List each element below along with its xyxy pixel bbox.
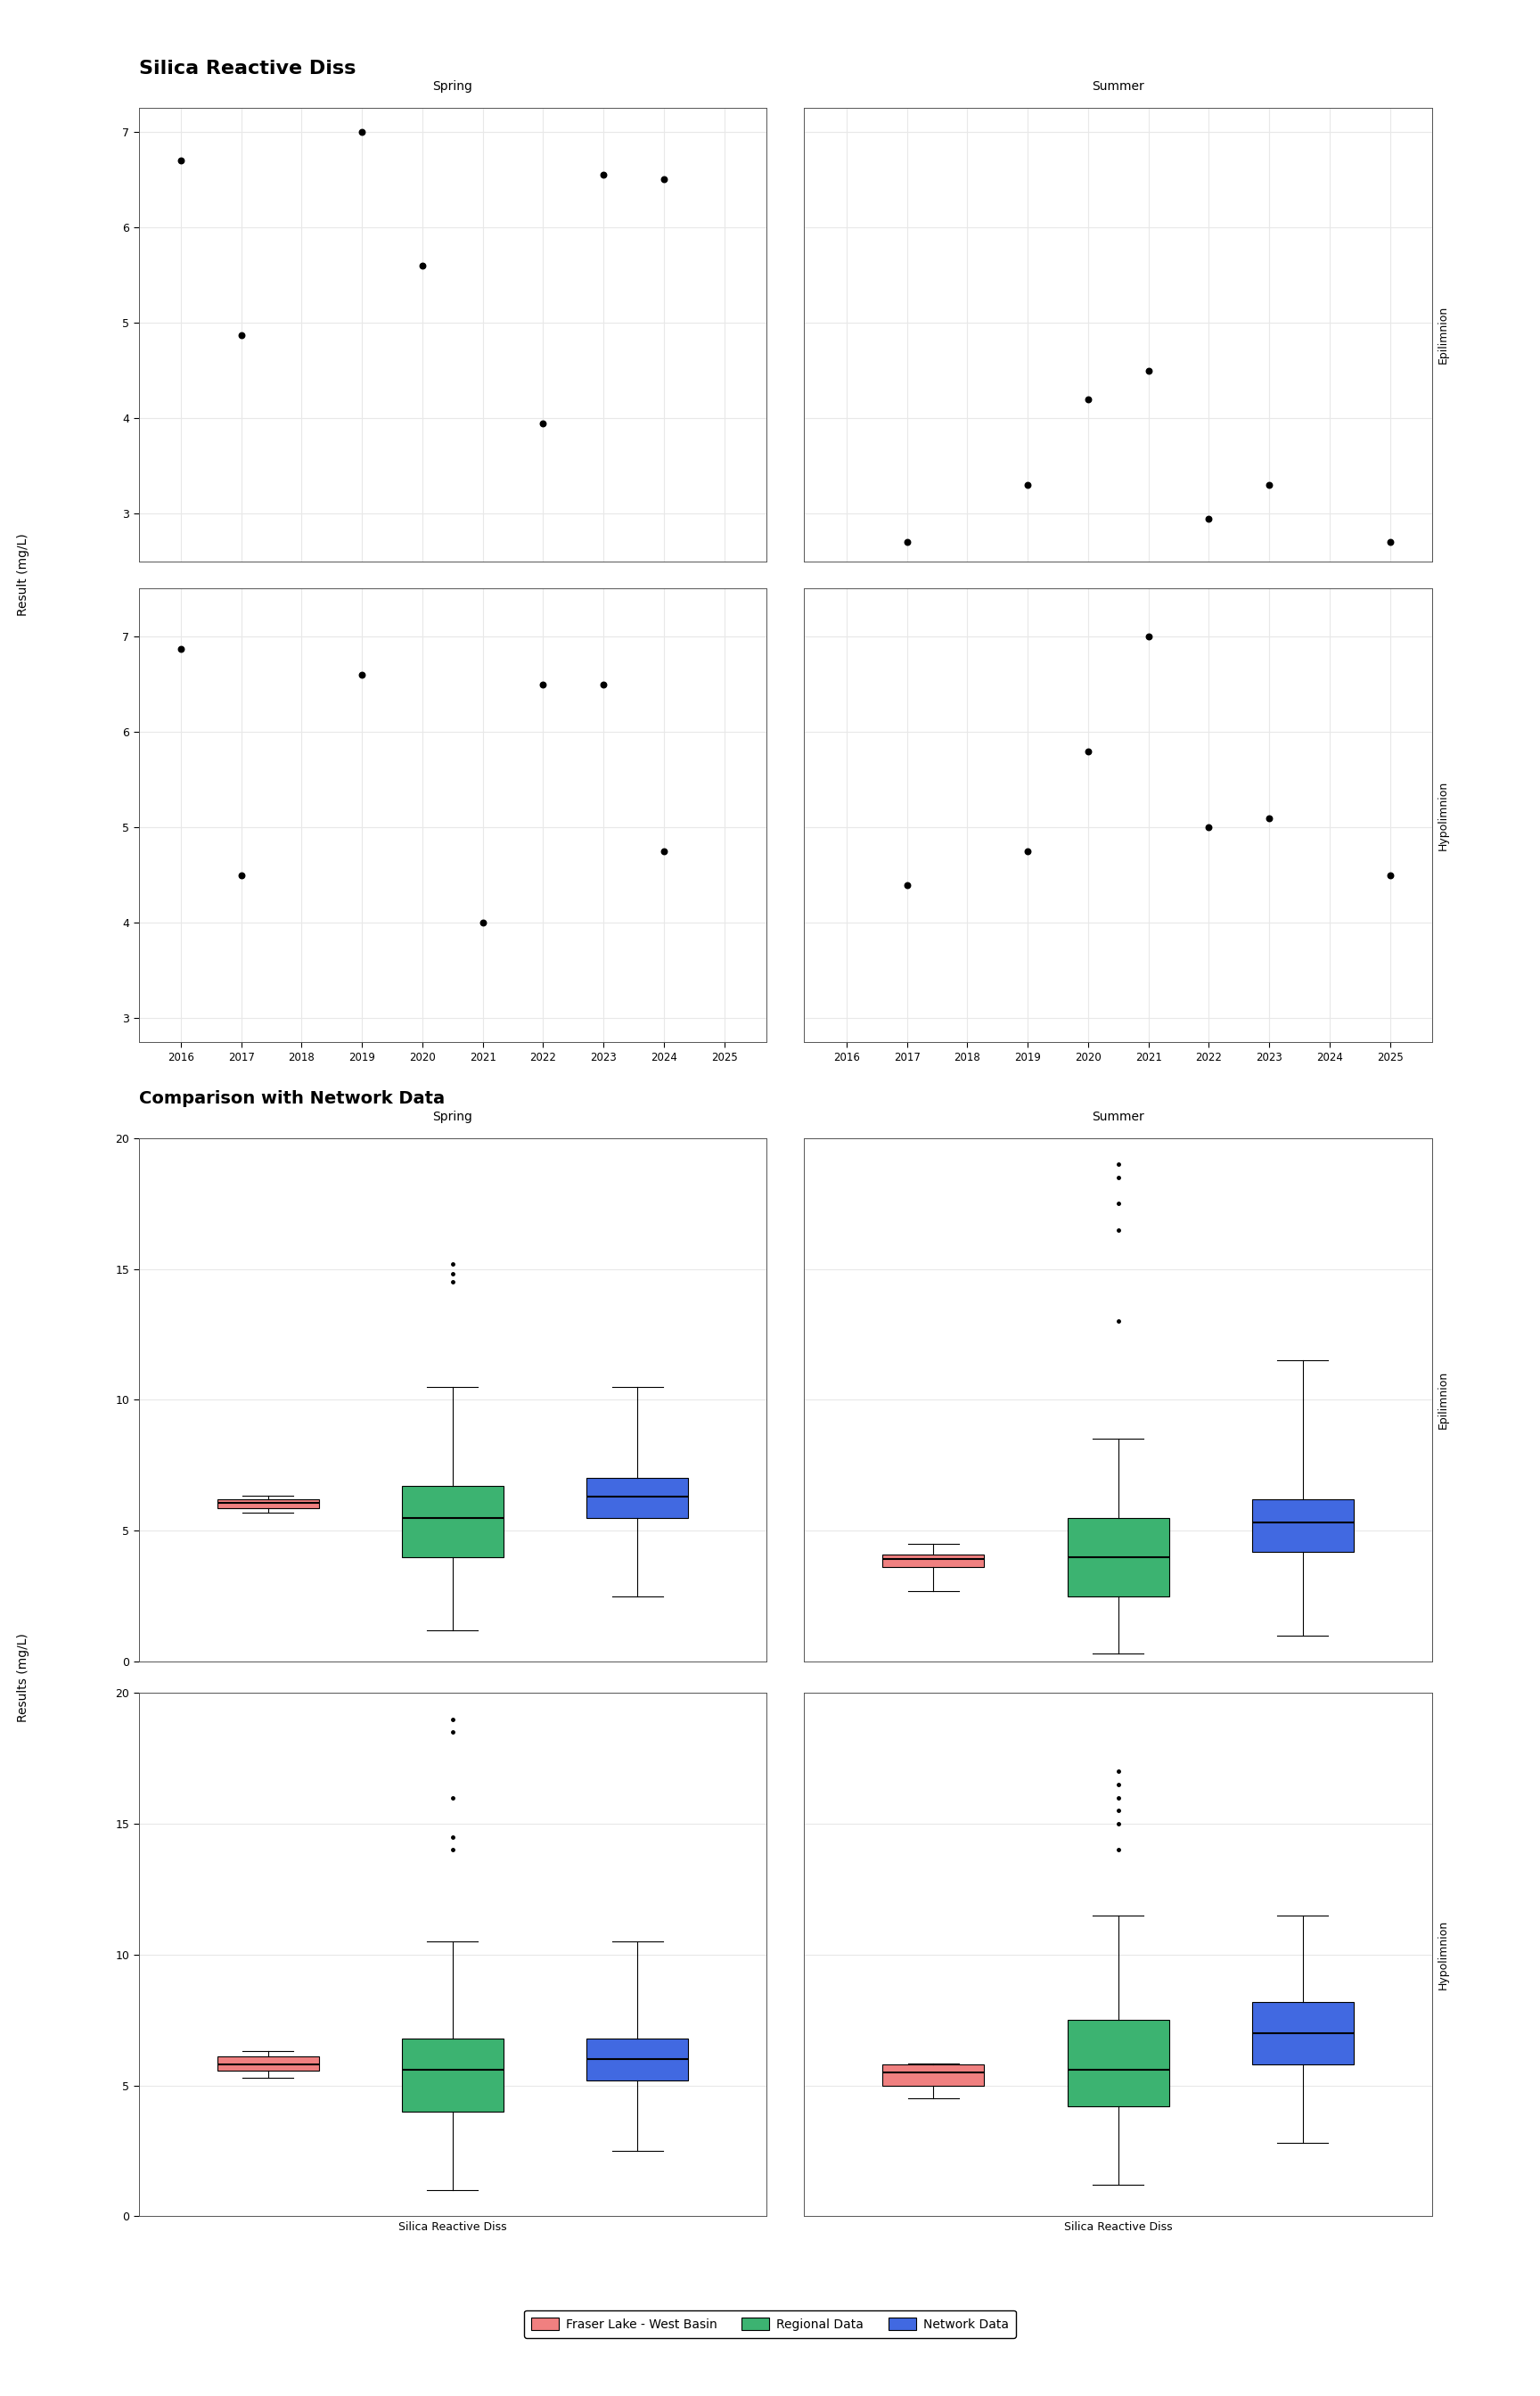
PathPatch shape [217,1500,319,1509]
PathPatch shape [882,1555,984,1567]
Text: Summer: Summer [1092,1109,1144,1124]
X-axis label: Silica Reactive Diss: Silica Reactive Diss [399,2221,507,2233]
Text: Silica Reactive Diss: Silica Reactive Diss [139,60,356,77]
Point [1137,618,1161,657]
Point [168,630,192,668]
Point [895,522,919,561]
Point [1076,381,1101,419]
Point [410,247,434,285]
Point [168,141,192,180]
Text: Spring: Spring [433,1109,473,1124]
Point [1197,498,1221,537]
Point [651,161,676,199]
Text: Results (mg/L): Results (mg/L) [17,1632,29,1723]
PathPatch shape [1252,2001,1354,2065]
Point [229,855,254,894]
PathPatch shape [402,2039,504,2111]
Point [470,903,494,942]
Point [229,316,254,355]
Point [1257,798,1281,836]
Y-axis label: Hypolimnion: Hypolimnion [1437,1919,1449,1989]
PathPatch shape [1067,1517,1169,1596]
Legend: Fraser Lake - West Basin, Regional Data, Network Data: Fraser Lake - West Basin, Regional Data,… [524,2310,1016,2338]
PathPatch shape [882,2065,984,2085]
PathPatch shape [1252,1500,1354,1553]
Point [531,405,556,443]
PathPatch shape [587,2039,688,2080]
Point [1197,807,1221,846]
Y-axis label: Epilimnion: Epilimnion [1437,1371,1449,1428]
PathPatch shape [402,1486,504,1557]
Point [350,113,374,151]
Point [350,657,374,695]
Point [895,865,919,903]
Point [1257,465,1281,503]
PathPatch shape [587,1478,688,1517]
Point [591,666,616,704]
PathPatch shape [1067,2020,1169,2106]
Point [1378,522,1403,561]
Point [591,156,616,194]
X-axis label: Silica Reactive Diss: Silica Reactive Diss [1064,2221,1172,2233]
Text: Result (mg/L): Result (mg/L) [17,534,29,616]
Point [1137,352,1161,391]
Point [651,831,676,870]
Text: Spring: Spring [433,79,473,93]
Point [531,666,556,704]
Text: Comparison with Network Data: Comparison with Network Data [139,1090,445,1107]
Point [1015,831,1040,870]
Y-axis label: Hypolimnion: Hypolimnion [1437,781,1449,851]
Y-axis label: Epilimnion: Epilimnion [1437,307,1449,364]
Point [1015,465,1040,503]
Point [1378,855,1403,894]
Text: Summer: Summer [1092,79,1144,93]
PathPatch shape [217,2056,319,2070]
Point [1076,731,1101,769]
